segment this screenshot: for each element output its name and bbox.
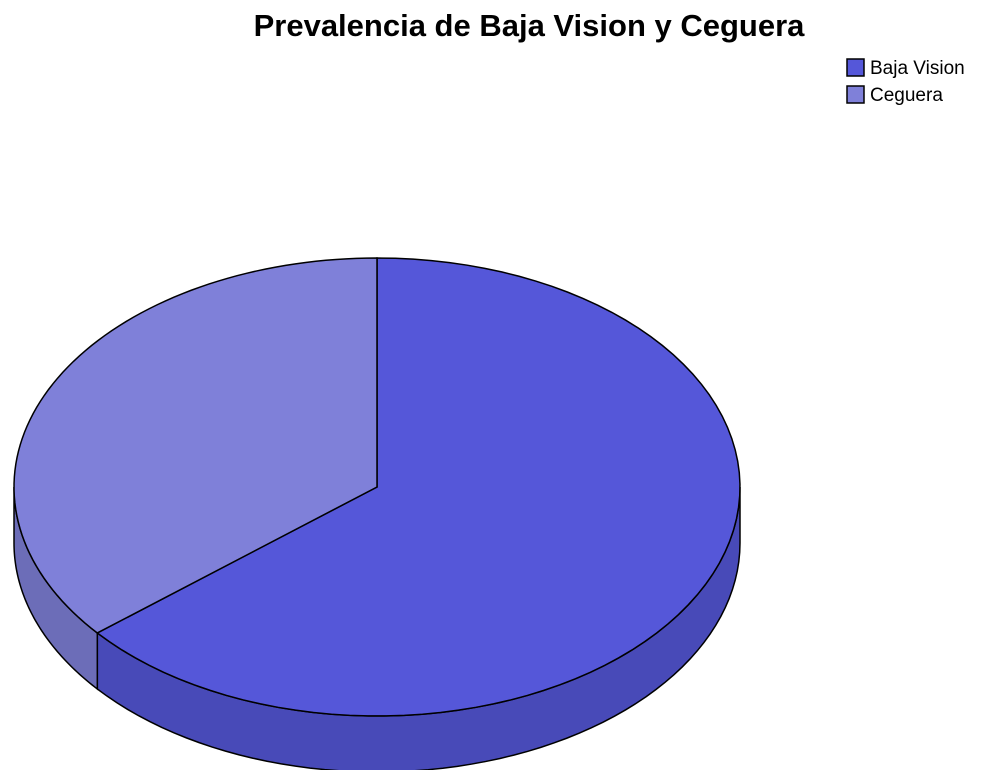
pie-slice [95, 257, 741, 717]
legend-label: Ceguera [870, 85, 943, 106]
legend-label: Baja Vision [870, 58, 965, 79]
legend-swatch [846, 58, 865, 77]
chart-title: Prevalencia de Baja Vision y Ceguera [254, 8, 806, 43]
pie-slice [13, 257, 378, 634]
legend-swatch [846, 85, 865, 104]
